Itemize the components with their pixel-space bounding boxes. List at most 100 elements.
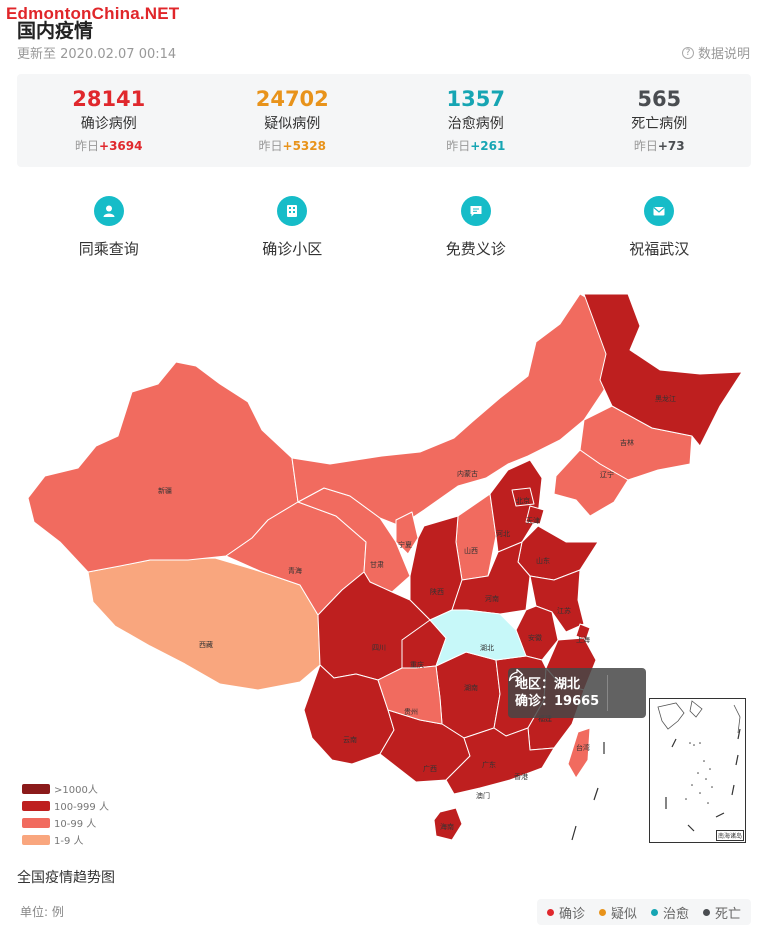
series-toggle-cured[interactable]: 治愈: [650, 903, 689, 922]
legend-row: 1-9 人: [22, 831, 109, 848]
province-shanxi[interactable]: [455, 493, 497, 581]
province-guangdong[interactable]: [445, 727, 555, 795]
stat-value: 24702: [255, 87, 329, 111]
page-title: 国内疫情: [17, 20, 94, 42]
quick-link-confirmed-community[interactable]: 确诊小区: [201, 196, 385, 259]
province-label: 安徽: [528, 633, 542, 642]
stat-confirmed: 28141 确诊病例 昨日+3694: [17, 74, 201, 167]
stats-panel: 28141 确诊病例 昨日+3694 24702 疑似病例 昨日+5328 13…: [17, 74, 751, 167]
stat-value: 28141: [72, 87, 146, 111]
trend-title: 全国疫情趋势图: [17, 870, 115, 886]
legend-label: 10-99 人: [54, 819, 97, 830]
province-shanghai[interactable]: [575, 623, 591, 641]
province-label: 吉林: [620, 438, 634, 447]
province-xizang[interactable]: [87, 557, 321, 691]
quick-link-ride-check[interactable]: 同乘查询: [17, 196, 201, 259]
data-note-link[interactable]: ? 数据说明: [681, 43, 750, 62]
legend-swatch: [22, 834, 50, 845]
province-label: 新疆: [158, 486, 172, 495]
map-legend: >1000人 100-999 人 10-99 人 1-9 人: [22, 780, 109, 848]
province-ningxia[interactable]: [395, 511, 419, 555]
trend-series-legend: 确诊 疑似 治愈 死亡: [536, 899, 751, 925]
quick-link-label: 同乘查询: [78, 240, 139, 258]
province-label: 海南: [440, 822, 454, 831]
series-label: 死亡: [714, 906, 741, 922]
china-epidemic-map[interactable]: 新疆 西藏 青海 甘肃 内蒙古 黑龙江 吉林 辽宁 宁夏 山西 陕西 河北 北京…: [0, 280, 768, 860]
province-label: 福建: [538, 714, 552, 723]
series-dot: [702, 908, 710, 916]
stat-label: 疑似病例: [264, 116, 321, 132]
province-hubei[interactable]: [429, 609, 527, 667]
province-guizhou[interactable]: [377, 665, 443, 725]
inset-label: 南海诸岛: [715, 830, 744, 841]
province-label: 内蒙古: [457, 469, 478, 478]
province-label: 河南: [485, 594, 499, 603]
stat-delta: 昨日+261: [446, 139, 506, 153]
series-dot: [598, 908, 606, 916]
province-label: 甘肃: [370, 560, 384, 569]
legend-swatch: [22, 817, 50, 828]
province-liaoning[interactable]: [553, 449, 629, 517]
stat-delta-value: +261: [470, 139, 506, 153]
legend-row: 10-99 人: [22, 814, 109, 831]
stat-delta-value: +5328: [282, 139, 326, 153]
unit-label: 单位: 例: [20, 905, 64, 919]
province-hunan[interactable]: [435, 651, 501, 739]
series-label: 确诊: [558, 906, 585, 922]
stat-delta: 昨日+73: [633, 139, 685, 153]
province-hainan[interactable]: [433, 807, 463, 841]
quick-link-label: 免费义诊: [445, 240, 506, 258]
legend-row: >1000人: [22, 780, 109, 797]
province-label: 湖北: [480, 643, 494, 652]
data-note-label: 数据说明: [697, 47, 750, 62]
province-label: 宁夏: [398, 540, 412, 549]
stat-value: 565: [637, 87, 682, 111]
province-taiwan[interactable]: [567, 727, 591, 779]
province-label: 山东: [536, 556, 550, 565]
quick-link-free-consult[interactable]: 免费义诊: [384, 196, 568, 259]
province-label: 重庆: [410, 660, 424, 669]
province-heilongjiang[interactable]: [583, 293, 743, 447]
series-toggle-suspected[interactable]: 疑似: [598, 903, 637, 922]
series-toggle-confirmed[interactable]: 确诊: [546, 903, 585, 922]
stat-delta: 昨日+3694: [75, 139, 143, 153]
stat-delta-value: +3694: [99, 139, 143, 153]
province-label: 黑龙江: [655, 394, 676, 403]
province-xinjiang[interactable]: [27, 361, 299, 573]
quick-links: 同乘查询 确诊小区 免费义诊 祝福武汉: [17, 196, 751, 259]
tooltip-region: 地区：湖北: [515, 677, 581, 692]
share-icon[interactable]: [508, 668, 646, 718]
legend-row: 100-999 人: [22, 797, 109, 814]
tooltip-confirmed: 确诊：19665: [515, 694, 600, 709]
stat-delta: 昨日+5328: [258, 139, 326, 153]
province-label: 天津: [526, 517, 540, 525]
province-label: 四川: [372, 644, 386, 652]
province-label: 山西: [464, 546, 478, 555]
province-label: 青海: [288, 566, 302, 575]
tooltip-text: 地区：湖北 确诊：19665: [508, 675, 608, 711]
province-beijing[interactable]: [511, 487, 535, 507]
province-label: 贵州: [404, 707, 418, 716]
province-shandong[interactable]: [517, 525, 599, 581]
legend-swatch: [22, 800, 50, 811]
help-circle-icon: ?: [681, 46, 694, 59]
province-label: 西藏: [199, 640, 213, 649]
series-label: 治愈: [662, 906, 689, 922]
stat-delta-value: +73: [657, 139, 685, 153]
inset-map: [657, 700, 741, 832]
legend-swatch: [22, 783, 50, 794]
province-tianjin[interactable]: [525, 505, 545, 525]
province-label: 湖南: [464, 683, 478, 692]
province-neimenggu[interactable]: [291, 293, 613, 527]
quick-link-bless-wuhan[interactable]: 祝福武汉: [568, 196, 752, 259]
province-label: 上海: [576, 635, 590, 644]
stat-dead: 565 死亡病例 昨日+73: [568, 74, 752, 167]
watermark-text: EdmontonChina.NET: [6, 4, 180, 23]
province-label: 广西: [423, 764, 437, 773]
stat-value: 1357: [446, 87, 505, 111]
province-label: 广东: [482, 760, 496, 769]
province-label: 澳门: [476, 791, 490, 800]
series-toggle-dead[interactable]: 死亡: [702, 903, 741, 922]
province-label: 台湾: [576, 743, 590, 752]
envelope-icon: [644, 196, 675, 226]
